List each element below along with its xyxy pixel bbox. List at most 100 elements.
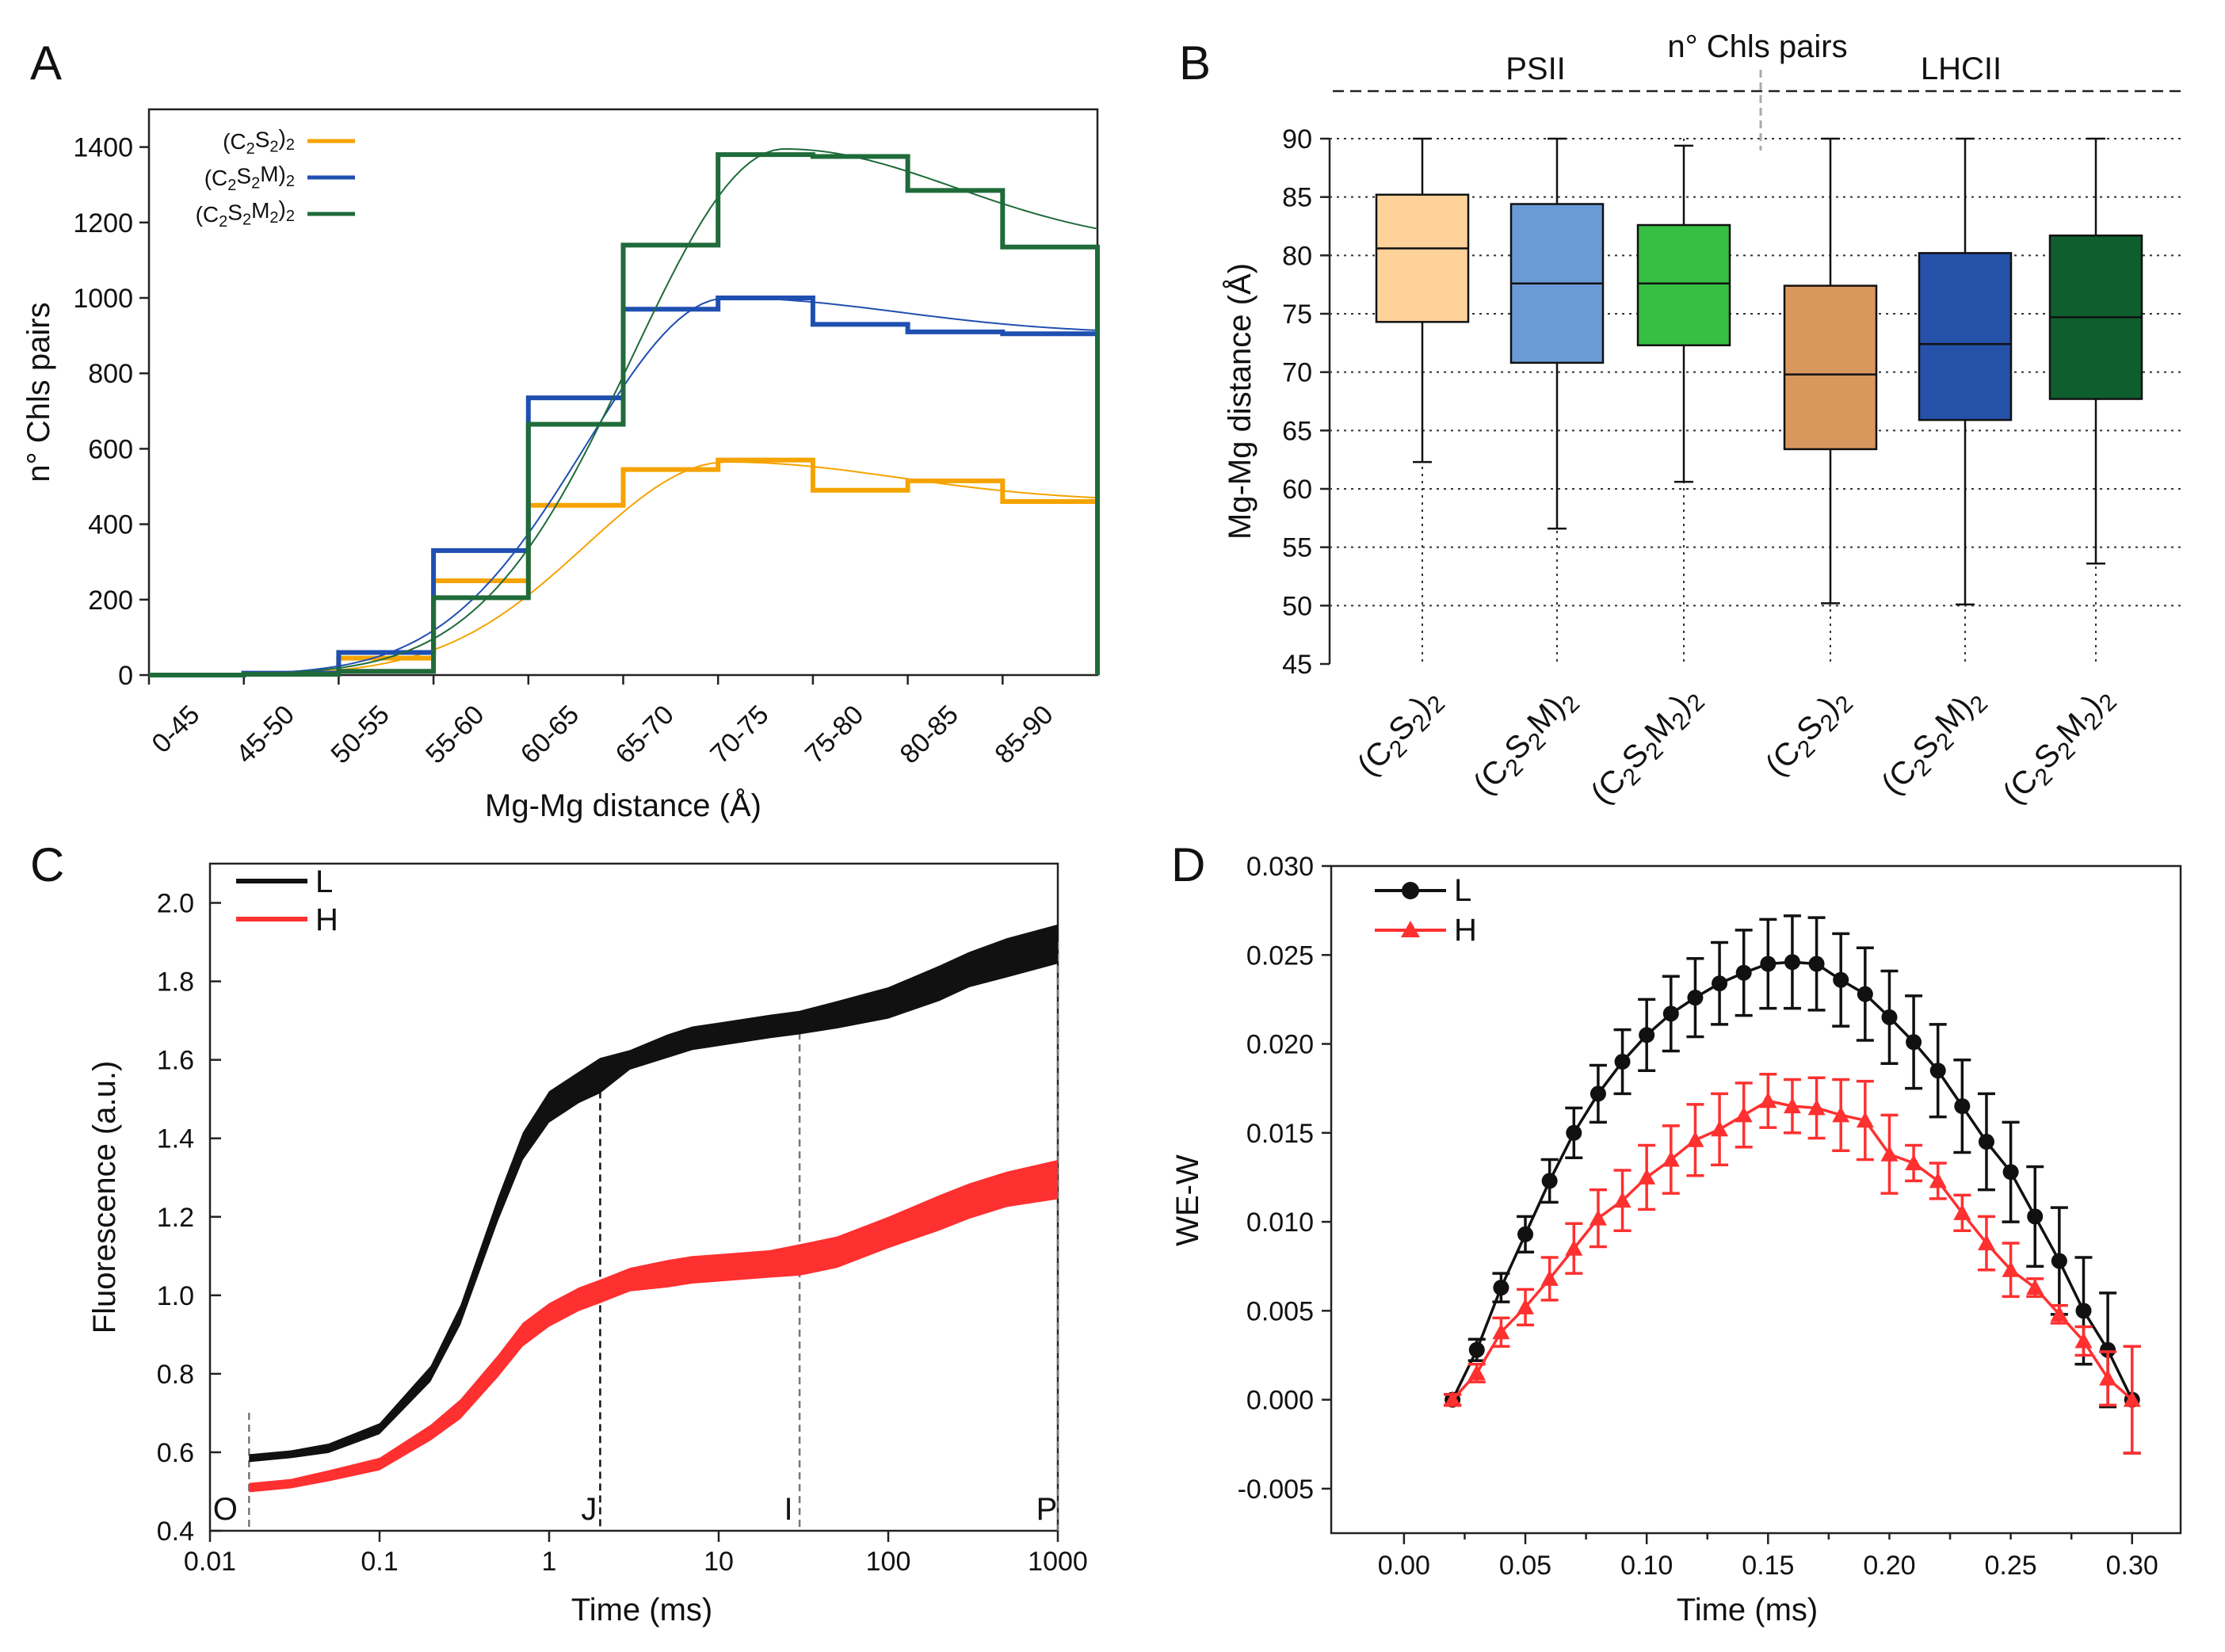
y-tick-label: 0.005 — [1246, 1296, 1314, 1326]
plot-frame — [208, 862, 1059, 1532]
data-point — [2075, 1303, 2092, 1319]
legend-label: H — [315, 902, 338, 937]
data-point — [1468, 1341, 1485, 1358]
y-tick-label: 0.000 — [1246, 1386, 1314, 1416]
panel-label-a: A — [30, 36, 62, 90]
data-point — [1687, 990, 1704, 1006]
x-tick-label: 100 — [866, 1547, 911, 1577]
x-category-label: 80-85 — [895, 700, 964, 769]
y-tick-label: 0.015 — [1246, 1119, 1314, 1149]
data-point — [1977, 1234, 1995, 1251]
data-point — [1517, 1226, 1534, 1242]
plot-frame — [1330, 864, 2182, 1535]
y-tick-label: 1.8 — [157, 967, 194, 998]
data-point — [1638, 1168, 1656, 1185]
x-tick-label: 0.05 — [1499, 1551, 1551, 1581]
y-tick-label: 800 — [88, 359, 133, 389]
x-category-label: 85-90 — [989, 700, 1059, 769]
panel-d-we-w-plot: -0.005 0.000 0.005 0.010 0.015 0.020 0.025 0.03… — [1170, 852, 2182, 1627]
x-category-label: (C2​S2​)2​ — [1755, 681, 1861, 787]
x-tick-label: 1000 — [1028, 1547, 1088, 1577]
x-axis-label: Mg-Mg distance (Å) — [485, 788, 761, 823]
x-tick-label: 0.00 — [1378, 1551, 1430, 1581]
y-tick-label: 1.2 — [157, 1203, 194, 1233]
y-tick-label: 75 — [1282, 299, 1312, 330]
y-tick-label: 90 — [1282, 124, 1312, 155]
data-point — [1444, 1391, 1462, 1407]
data-point — [1686, 1131, 1704, 1147]
y-tick-label: 2.0 — [157, 889, 194, 919]
data-point — [1467, 1364, 1486, 1380]
data-point — [1978, 1134, 1994, 1150]
data-point — [2050, 1305, 2068, 1322]
chart-title: n° Chls pairs — [1667, 29, 1847, 64]
x-category-label: 45-50 — [231, 700, 300, 769]
data-point — [1784, 954, 1800, 971]
series-line — [249, 943, 1059, 1459]
x-tick-label: 0.1 — [361, 1547, 398, 1577]
data-point — [1905, 1154, 1923, 1170]
x-category-label: 55-60 — [420, 700, 490, 769]
data-point — [2027, 1208, 2044, 1225]
data-point — [1783, 1097, 1801, 1114]
data-point — [1856, 1112, 1874, 1128]
group-label-lhcii: LHCII — [1921, 52, 2002, 86]
y-tick-label: 1.0 — [157, 1281, 194, 1311]
phase-marker-label: O — [213, 1492, 238, 1527]
y-axis-label: Fluorescence (a.u.) — [87, 1061, 122, 1334]
x-category-label: 0-45 — [146, 700, 205, 759]
panel-label-b: B — [1179, 36, 1211, 90]
y-tick-label: 0.025 — [1246, 940, 1314, 971]
data-point — [1712, 975, 1728, 992]
data-point — [1565, 1239, 1583, 1256]
x-category-label: 70-75 — [704, 700, 774, 769]
x-category-label: 60-65 — [515, 700, 585, 769]
data-point — [1807, 1099, 1826, 1116]
data-point — [1541, 1173, 1558, 1189]
box — [1636, 223, 1731, 347]
y-tick-label: 400 — [88, 510, 133, 540]
data-point — [1929, 1063, 1946, 1079]
histogram-series — [149, 457, 1100, 677]
data-point — [1954, 1098, 1971, 1115]
x-tick-label: 0.25 — [1985, 1551, 2037, 1581]
x-category-label: 65-70 — [609, 700, 679, 769]
box — [1918, 252, 2013, 422]
data-point — [2123, 1391, 2141, 1407]
data-point — [1566, 1124, 1582, 1141]
data-point — [1857, 986, 1873, 1002]
y-tick-label: 1400 — [73, 133, 133, 163]
data-point — [1906, 1034, 1922, 1051]
legend-label: H — [1454, 913, 1477, 948]
x-category-label: (C2​S2​)2​ — [1347, 681, 1453, 787]
data-point — [1517, 1298, 1535, 1314]
y-tick-label: 1200 — [73, 208, 133, 238]
x-axis-label: Time (ms) — [571, 1593, 712, 1627]
data-point — [1929, 1172, 1947, 1188]
y-tick-label: 45 — [1282, 650, 1312, 680]
legend-label: (C2​S2​M)2​ — [204, 162, 295, 194]
legend-label: L — [315, 864, 333, 899]
data-point — [1760, 956, 1777, 972]
data-point — [2002, 1164, 2019, 1181]
legend-marker — [1401, 921, 1420, 937]
y-tick-label: 70 — [1282, 358, 1312, 388]
x-tick-label: 0.20 — [1863, 1551, 1915, 1581]
data-point — [2099, 1369, 2117, 1386]
data-point — [1540, 1269, 1559, 1286]
x-category-label: (C2​S2​M2​)2​ — [1579, 679, 1715, 815]
y-tick-label: 600 — [88, 434, 133, 464]
data-point — [1881, 1009, 1898, 1025]
y-tick-label: -0.005 — [1238, 1475, 1314, 1505]
box — [1783, 284, 1878, 451]
legend-marker — [1402, 882, 1419, 899]
fit-curve — [148, 148, 1098, 676]
data-point — [2002, 1261, 2020, 1277]
y-tick-label: 0.030 — [1246, 852, 1314, 882]
x-tick-label: 10 — [704, 1547, 734, 1577]
series-line — [1451, 1099, 2133, 1401]
data-point — [1759, 1092, 1777, 1108]
panel-label-d: D — [1171, 838, 1205, 891]
y-tick-label: 60 — [1282, 475, 1312, 505]
